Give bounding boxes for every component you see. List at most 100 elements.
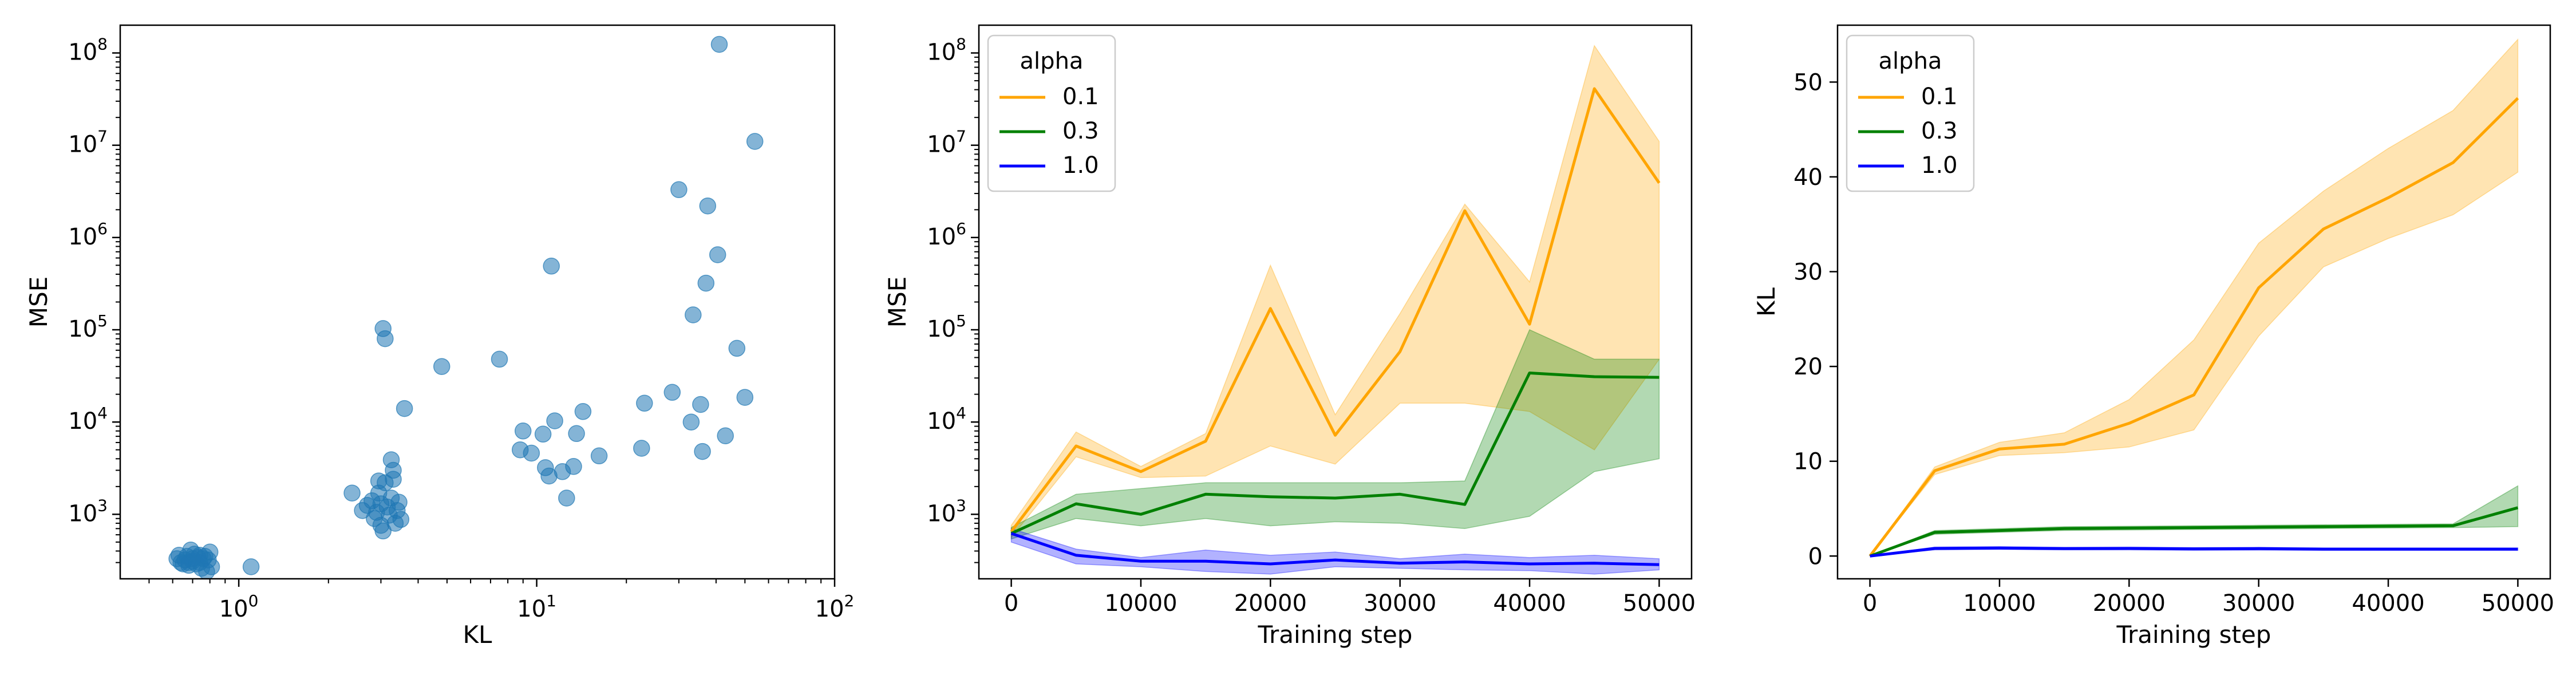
scatter-point bbox=[203, 558, 220, 575]
legend-title: alpha bbox=[1879, 48, 1942, 74]
plot-area bbox=[168, 35, 764, 579]
scatter-point bbox=[699, 197, 717, 215]
scatter-point bbox=[377, 330, 394, 348]
scatter-point bbox=[728, 339, 746, 357]
series-line-alpha-0.1 bbox=[1010, 87, 1661, 533]
x-tick-exponent: 1 bbox=[546, 591, 556, 610]
scatter-point bbox=[685, 306, 702, 323]
scatter-point bbox=[491, 350, 508, 368]
y-tick-label: 108 bbox=[927, 35, 966, 66]
x-tick-label: 30000 bbox=[1364, 590, 1436, 617]
scatter-point bbox=[242, 558, 260, 575]
legend-label-alpha-1.0: 1.0 bbox=[1921, 152, 1958, 179]
axes-frame bbox=[1836, 24, 2551, 580]
series-line-alpha-1.0 bbox=[1010, 532, 1660, 566]
y-tick-exponent: 8 bbox=[956, 35, 966, 54]
x-tick-label: 50000 bbox=[1623, 590, 1696, 617]
y-tick-label: 107 bbox=[68, 127, 108, 158]
x-tick-label: 0 bbox=[1004, 590, 1018, 617]
legend: alpha 0.1 0.3 1.0 bbox=[1846, 34, 1975, 192]
series-line-alpha-0.3 bbox=[1010, 372, 1660, 535]
y-tick-label: 20 bbox=[1793, 354, 1823, 380]
x-tick-label: 20000 bbox=[1234, 590, 1307, 617]
y-tick-label: 103 bbox=[68, 496, 108, 527]
legend: alpha 0.1 0.3 1.0 bbox=[987, 34, 1116, 192]
plot-area bbox=[1010, 45, 1661, 575]
legend-label-alpha-0.1: 0.1 bbox=[1062, 84, 1099, 110]
x-tick-label: 40000 bbox=[1493, 590, 1566, 617]
y-tick-label: 105 bbox=[927, 311, 966, 342]
scatter-point bbox=[558, 489, 575, 507]
scatter-point bbox=[574, 403, 592, 420]
scatter-point bbox=[343, 484, 361, 502]
x-tick-label: 0 bbox=[1863, 590, 1877, 617]
y-tick-base: 10 bbox=[68, 408, 97, 435]
y-tick-base: 10 bbox=[68, 500, 97, 527]
y-tick-exponent: 8 bbox=[97, 35, 108, 54]
scatter-point bbox=[636, 394, 653, 412]
legend-box bbox=[1846, 34, 1975, 192]
y-tick-exponent: 4 bbox=[956, 404, 966, 423]
scatter-point bbox=[710, 35, 728, 53]
legend-label-alpha-1.0: 1.0 bbox=[1062, 152, 1099, 179]
y-tick-base: 10 bbox=[68, 40, 97, 66]
y-axis-label: KL bbox=[1752, 287, 1780, 317]
scatter-point bbox=[717, 427, 734, 444]
y-tick-base: 10 bbox=[927, 224, 956, 250]
y-tick-base: 10 bbox=[68, 316, 97, 342]
series-line-alpha-0.1 bbox=[1868, 97, 2519, 557]
scatter-point bbox=[370, 472, 388, 489]
y-tick-exponent: 6 bbox=[956, 219, 966, 238]
y-tick-exponent: 7 bbox=[97, 127, 108, 146]
x-axis-label: Training step bbox=[1258, 621, 1413, 649]
y-tick-base: 10 bbox=[68, 224, 97, 250]
scatter-point bbox=[694, 443, 711, 460]
y-tick-base: 10 bbox=[927, 132, 956, 158]
y-axis: 0 10 20 30 40 50 KL bbox=[1752, 69, 1838, 570]
x-tick-label: 30000 bbox=[2222, 590, 2295, 617]
scatter-point bbox=[523, 444, 540, 462]
y-tick-exponent: 3 bbox=[97, 496, 108, 515]
scatter-point bbox=[543, 258, 560, 275]
y-tick-base: 10 bbox=[927, 408, 956, 435]
scatter-point bbox=[682, 413, 700, 431]
scatter-point bbox=[534, 425, 552, 443]
legend-title: alpha bbox=[1020, 48, 1084, 74]
scatter-point bbox=[385, 461, 402, 479]
scatter-point bbox=[633, 440, 650, 457]
y-tick-label: 40 bbox=[1793, 164, 1823, 191]
y-tick-label: 104 bbox=[927, 404, 966, 435]
x-tick-label: 101 bbox=[517, 591, 556, 622]
x-tick-base: 10 bbox=[219, 596, 248, 622]
confidence-band-alpha-0.3 bbox=[1010, 329, 1660, 540]
x-tick-label: 100 bbox=[219, 591, 259, 622]
x-tick-label: 50000 bbox=[2482, 590, 2554, 617]
scatter-point bbox=[697, 274, 715, 292]
y-tick-base: 10 bbox=[927, 500, 956, 527]
scatter-point bbox=[392, 511, 410, 528]
x-axis-label: Training step bbox=[2116, 621, 2271, 649]
x-tick-base: 10 bbox=[517, 596, 546, 622]
scatter-point bbox=[191, 547, 208, 564]
y-tick-base: 10 bbox=[927, 316, 956, 342]
legend-box bbox=[987, 34, 1116, 192]
series-line-alpha-0.3 bbox=[1869, 506, 2519, 558]
y-tick-label: 108 bbox=[68, 35, 108, 66]
y-tick-label: 106 bbox=[927, 219, 966, 250]
y-tick-exponent: 5 bbox=[956, 311, 966, 330]
series-line-alpha-1.0 bbox=[1870, 546, 2518, 558]
scatter-point bbox=[746, 133, 764, 150]
scatter-point bbox=[514, 423, 532, 440]
x-tick-base: 10 bbox=[815, 596, 844, 622]
scatter-point bbox=[546, 412, 563, 429]
scatter-point bbox=[736, 389, 754, 406]
x-tick-exponent: 0 bbox=[248, 591, 259, 610]
confidence-band-alpha-0.1 bbox=[1869, 38, 2519, 556]
scatter-point bbox=[663, 384, 681, 401]
x-axis-label: KL bbox=[463, 621, 493, 649]
y-tick-exponent: 4 bbox=[97, 404, 108, 423]
legend-label-alpha-0.1: 0.1 bbox=[1921, 84, 1958, 110]
